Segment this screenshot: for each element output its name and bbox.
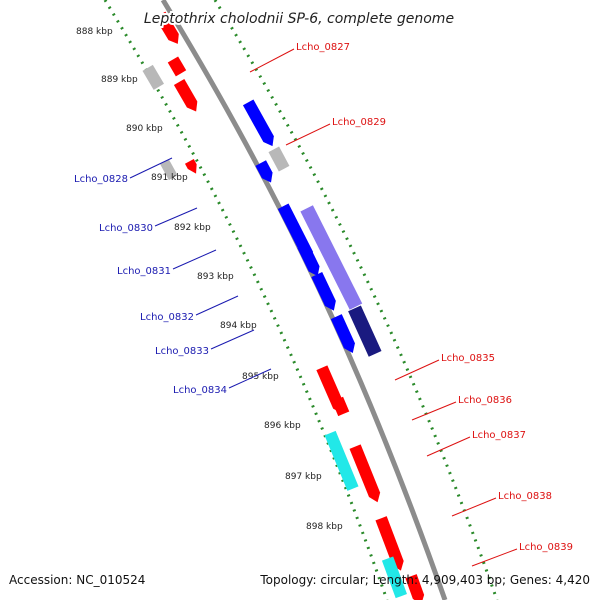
gene-block[interactable] [300,205,363,310]
gene-block[interactable] [268,146,290,172]
kbp-tick-label: 898 kbp [306,522,343,532]
kbp-tick-label: 897 kbp [285,472,322,482]
gene-shape[interactable] [300,205,363,310]
genome-summary-text: Topology: circular; Length: 4,909,403 bp… [260,573,590,587]
gene-shape[interactable] [375,516,406,573]
gene-shape[interactable] [142,64,164,90]
gene-shape[interactable] [311,271,339,313]
gene-block[interactable] [332,396,350,417]
gene-leader-line [195,295,239,316]
gene-block[interactable] [173,79,201,114]
gene-block[interactable] [167,56,187,77]
kbp-tick-label: 892 kbp [174,223,211,233]
gene-shape[interactable] [349,444,384,504]
gene-leader-line [471,548,518,567]
gene-shape[interactable] [268,146,290,172]
gene-label-lcho-0834[interactable]: Lcho_0834 [173,385,227,396]
gene-block[interactable] [160,159,178,181]
gene-label-lcho-0827[interactable]: Lcho_0827 [296,42,350,53]
kbp-tick-label: 891 kbp [151,173,188,183]
gene-block[interactable] [155,11,183,47]
gene-label-lcho-0838[interactable]: Lcho_0838 [498,491,552,502]
gene-shape[interactable] [155,11,183,47]
gene-shape[interactable] [184,158,200,176]
kbp-tick-label: 888 kbp [76,27,113,37]
gene-block[interactable] [349,444,384,504]
genome-backbone [160,0,448,600]
gene-block[interactable] [311,271,339,313]
gene-leader-line [129,157,173,179]
gene-shape[interactable] [324,430,359,491]
gene-leader-line [426,436,471,457]
kbp-tick-label: 890 kbp [126,124,163,134]
gene-block[interactable] [242,99,278,149]
gene-label-lcho-0829[interactable]: Lcho_0829 [332,117,386,128]
gene-block[interactable] [405,574,426,600]
gene-leader-line [394,359,440,381]
gene-shape[interactable] [297,242,323,279]
gene-block[interactable] [324,430,359,491]
gene-leader-line [285,123,331,146]
gene-shape[interactable] [405,574,426,600]
gene-label-lcho-0833[interactable]: Lcho_0833 [155,346,209,357]
gene-leader-line [172,249,217,270]
gene-label-lcho-0836[interactable]: Lcho_0836 [458,395,512,406]
gene-leader-line [210,329,255,350]
gene-shape[interactable] [160,159,178,181]
gene-block[interactable] [255,160,276,185]
gene-label-lcho-0837[interactable]: Lcho_0837 [472,430,526,441]
gene-block[interactable] [375,516,406,573]
gene-shape[interactable] [173,79,201,114]
gene-shape[interactable] [348,305,382,357]
gene-label-lcho-0835[interactable]: Lcho_0835 [441,353,495,364]
kbp-tick-label: 896 kbp [264,421,301,431]
gene-shape[interactable] [330,314,358,355]
gene-label-lcho-0832[interactable]: Lcho_0832 [140,312,194,323]
gene-shape[interactable] [332,396,350,417]
gene-shape[interactable] [381,556,407,599]
gene-block[interactable] [348,305,382,357]
gene-label-lcho-0828[interactable]: Lcho_0828 [74,174,128,185]
gene-leader-line [411,401,457,421]
inner-tick-ring [103,0,389,600]
gene-block[interactable] [184,158,200,176]
accession-text: Accession: NC_010524 [9,573,146,587]
gene-label-lcho-0839[interactable]: Lcho_0839 [519,542,573,553]
gene-block[interactable] [381,556,407,599]
gene-block[interactable] [297,242,323,279]
gene-leader-line [154,207,198,227]
gene-shape[interactable] [255,160,276,185]
kbp-tick-label: 895 kbp [242,372,279,382]
gene-leader-line [249,48,295,73]
gene-block[interactable] [142,64,164,90]
gene-leader-line [228,368,272,389]
kbp-tick-label: 893 kbp [197,272,234,282]
gene-leader-line [451,497,497,517]
kbp-tick-label: 894 kbp [220,321,257,331]
gene-label-lcho-0831[interactable]: Lcho_0831 [117,266,171,277]
map-title: Leptothrix cholodnii SP-6, complete geno… [144,11,454,27]
gene-shape[interactable] [167,56,187,77]
gene-label-lcho-0830[interactable]: Lcho_0830 [99,223,153,234]
gene-shape[interactable] [242,99,278,149]
gene-block[interactable] [330,314,358,355]
kbp-tick-label: 889 kbp [101,75,138,85]
